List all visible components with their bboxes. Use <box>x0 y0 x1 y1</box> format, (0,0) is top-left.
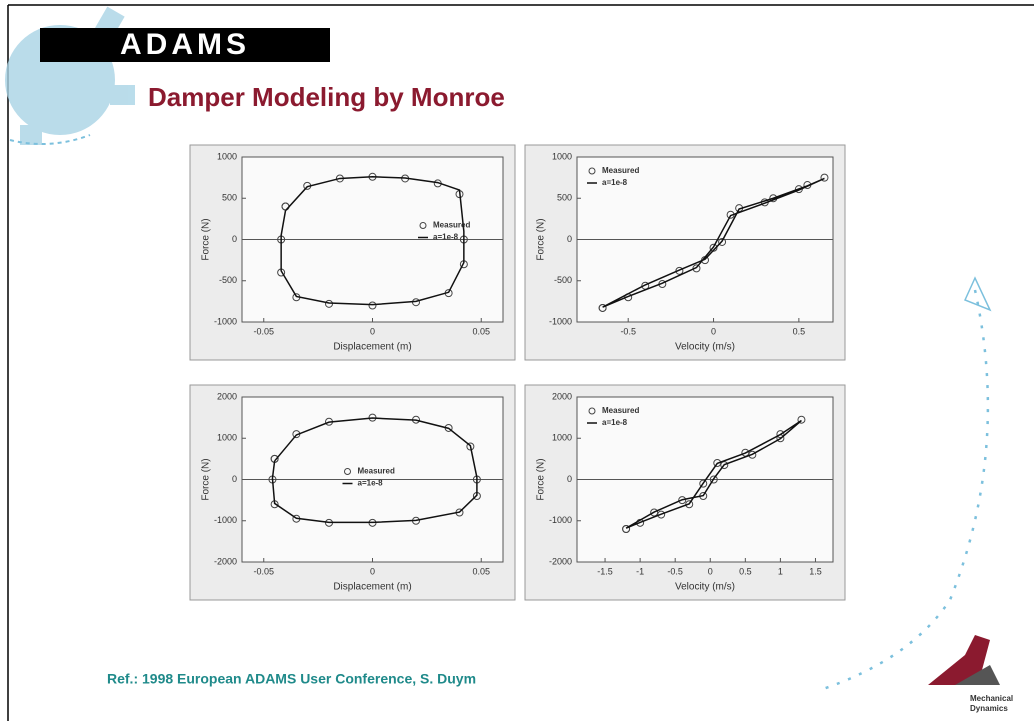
x-axis-title: Displacement (m) <box>333 342 411 353</box>
y-tick-label: 500 <box>222 193 237 203</box>
y-tick-label: 2000 <box>552 391 572 401</box>
x-tick-label: 1.5 <box>809 566 822 576</box>
y-tick-label: 1000 <box>552 433 572 443</box>
y-tick-label: -1000 <box>549 316 572 326</box>
y-tick-label: -2000 <box>214 556 237 566</box>
y-tick-label: 1000 <box>217 433 237 443</box>
arrow-head <box>965 278 990 310</box>
legend-label: Measured <box>433 221 470 230</box>
x-tick-label: 0.5 <box>793 326 806 336</box>
y-tick-label: -2000 <box>549 556 572 566</box>
x-tick-label: 0 <box>370 326 375 336</box>
x-tick-label: 0 <box>711 326 716 336</box>
legend-label: Measured <box>358 467 395 476</box>
company-name: Dynamics <box>970 704 1008 713</box>
y-tick-label: 2000 <box>217 391 237 401</box>
x-axis-title: Velocity (m/s) <box>675 582 735 593</box>
x-tick-label: 0.05 <box>472 326 490 336</box>
x-tick-label: -0.05 <box>253 326 274 336</box>
y-tick-label: 1000 <box>552 151 572 161</box>
x-tick-label: 1 <box>778 566 783 576</box>
y-tick-label: 0 <box>232 234 237 244</box>
x-axis-title: Displacement (m) <box>333 582 411 593</box>
x-tick-label: -0.05 <box>253 566 274 576</box>
x-tick-label: -1.5 <box>597 566 613 576</box>
x-tick-label: 0 <box>708 566 713 576</box>
x-tick-label: 0 <box>370 566 375 576</box>
x-tick-label: -1 <box>636 566 644 576</box>
y-tick-label: -1000 <box>549 515 572 525</box>
legend-label: Measured <box>602 166 639 175</box>
legend-label: a=1e-8 <box>433 233 459 242</box>
legend-label: a=1e-8 <box>602 178 628 187</box>
slide: ADAMS Damper Modeling by Monroe Ref.: 19… <box>0 0 1034 721</box>
legend-label: a=1e-8 <box>358 479 384 488</box>
x-tick-label: -0.5 <box>667 566 683 576</box>
legend-label: a=1e-8 <box>602 418 628 427</box>
y-axis-title: Force (N) <box>536 218 547 260</box>
y-tick-label: 1000 <box>217 151 237 161</box>
y-axis-title: Force (N) <box>536 458 547 500</box>
company-name: Mechanical <box>970 694 1013 703</box>
logo-text: ADAMS <box>120 28 250 61</box>
legend-label: Measured <box>602 406 639 415</box>
y-tick-label: -1000 <box>214 316 237 326</box>
x-tick-label: 0.05 <box>472 566 490 576</box>
company-logo: Mechanical Dynamics <box>928 635 1013 713</box>
x-tick-label: 0.5 <box>739 566 752 576</box>
y-tick-label: 0 <box>232 474 237 484</box>
y-axis-title: Force (N) <box>201 218 212 260</box>
gear-decoration <box>5 7 135 145</box>
y-tick-label: 0 <box>567 234 572 244</box>
reference: Ref.: 1998 European ADAMS User Conferenc… <box>107 671 476 687</box>
y-tick-label: 500 <box>557 193 572 203</box>
x-tick-label: -0.5 <box>620 326 636 336</box>
y-tick-label: 0 <box>567 474 572 484</box>
y-tick-label: -500 <box>554 275 572 285</box>
y-axis-title: Force (N) <box>201 458 212 500</box>
x-axis-title: Velocity (m/s) <box>675 342 735 353</box>
y-tick-label: -1000 <box>214 515 237 525</box>
slide-title: Damper Modeling by Monroe <box>148 82 505 112</box>
y-tick-label: -500 <box>219 275 237 285</box>
